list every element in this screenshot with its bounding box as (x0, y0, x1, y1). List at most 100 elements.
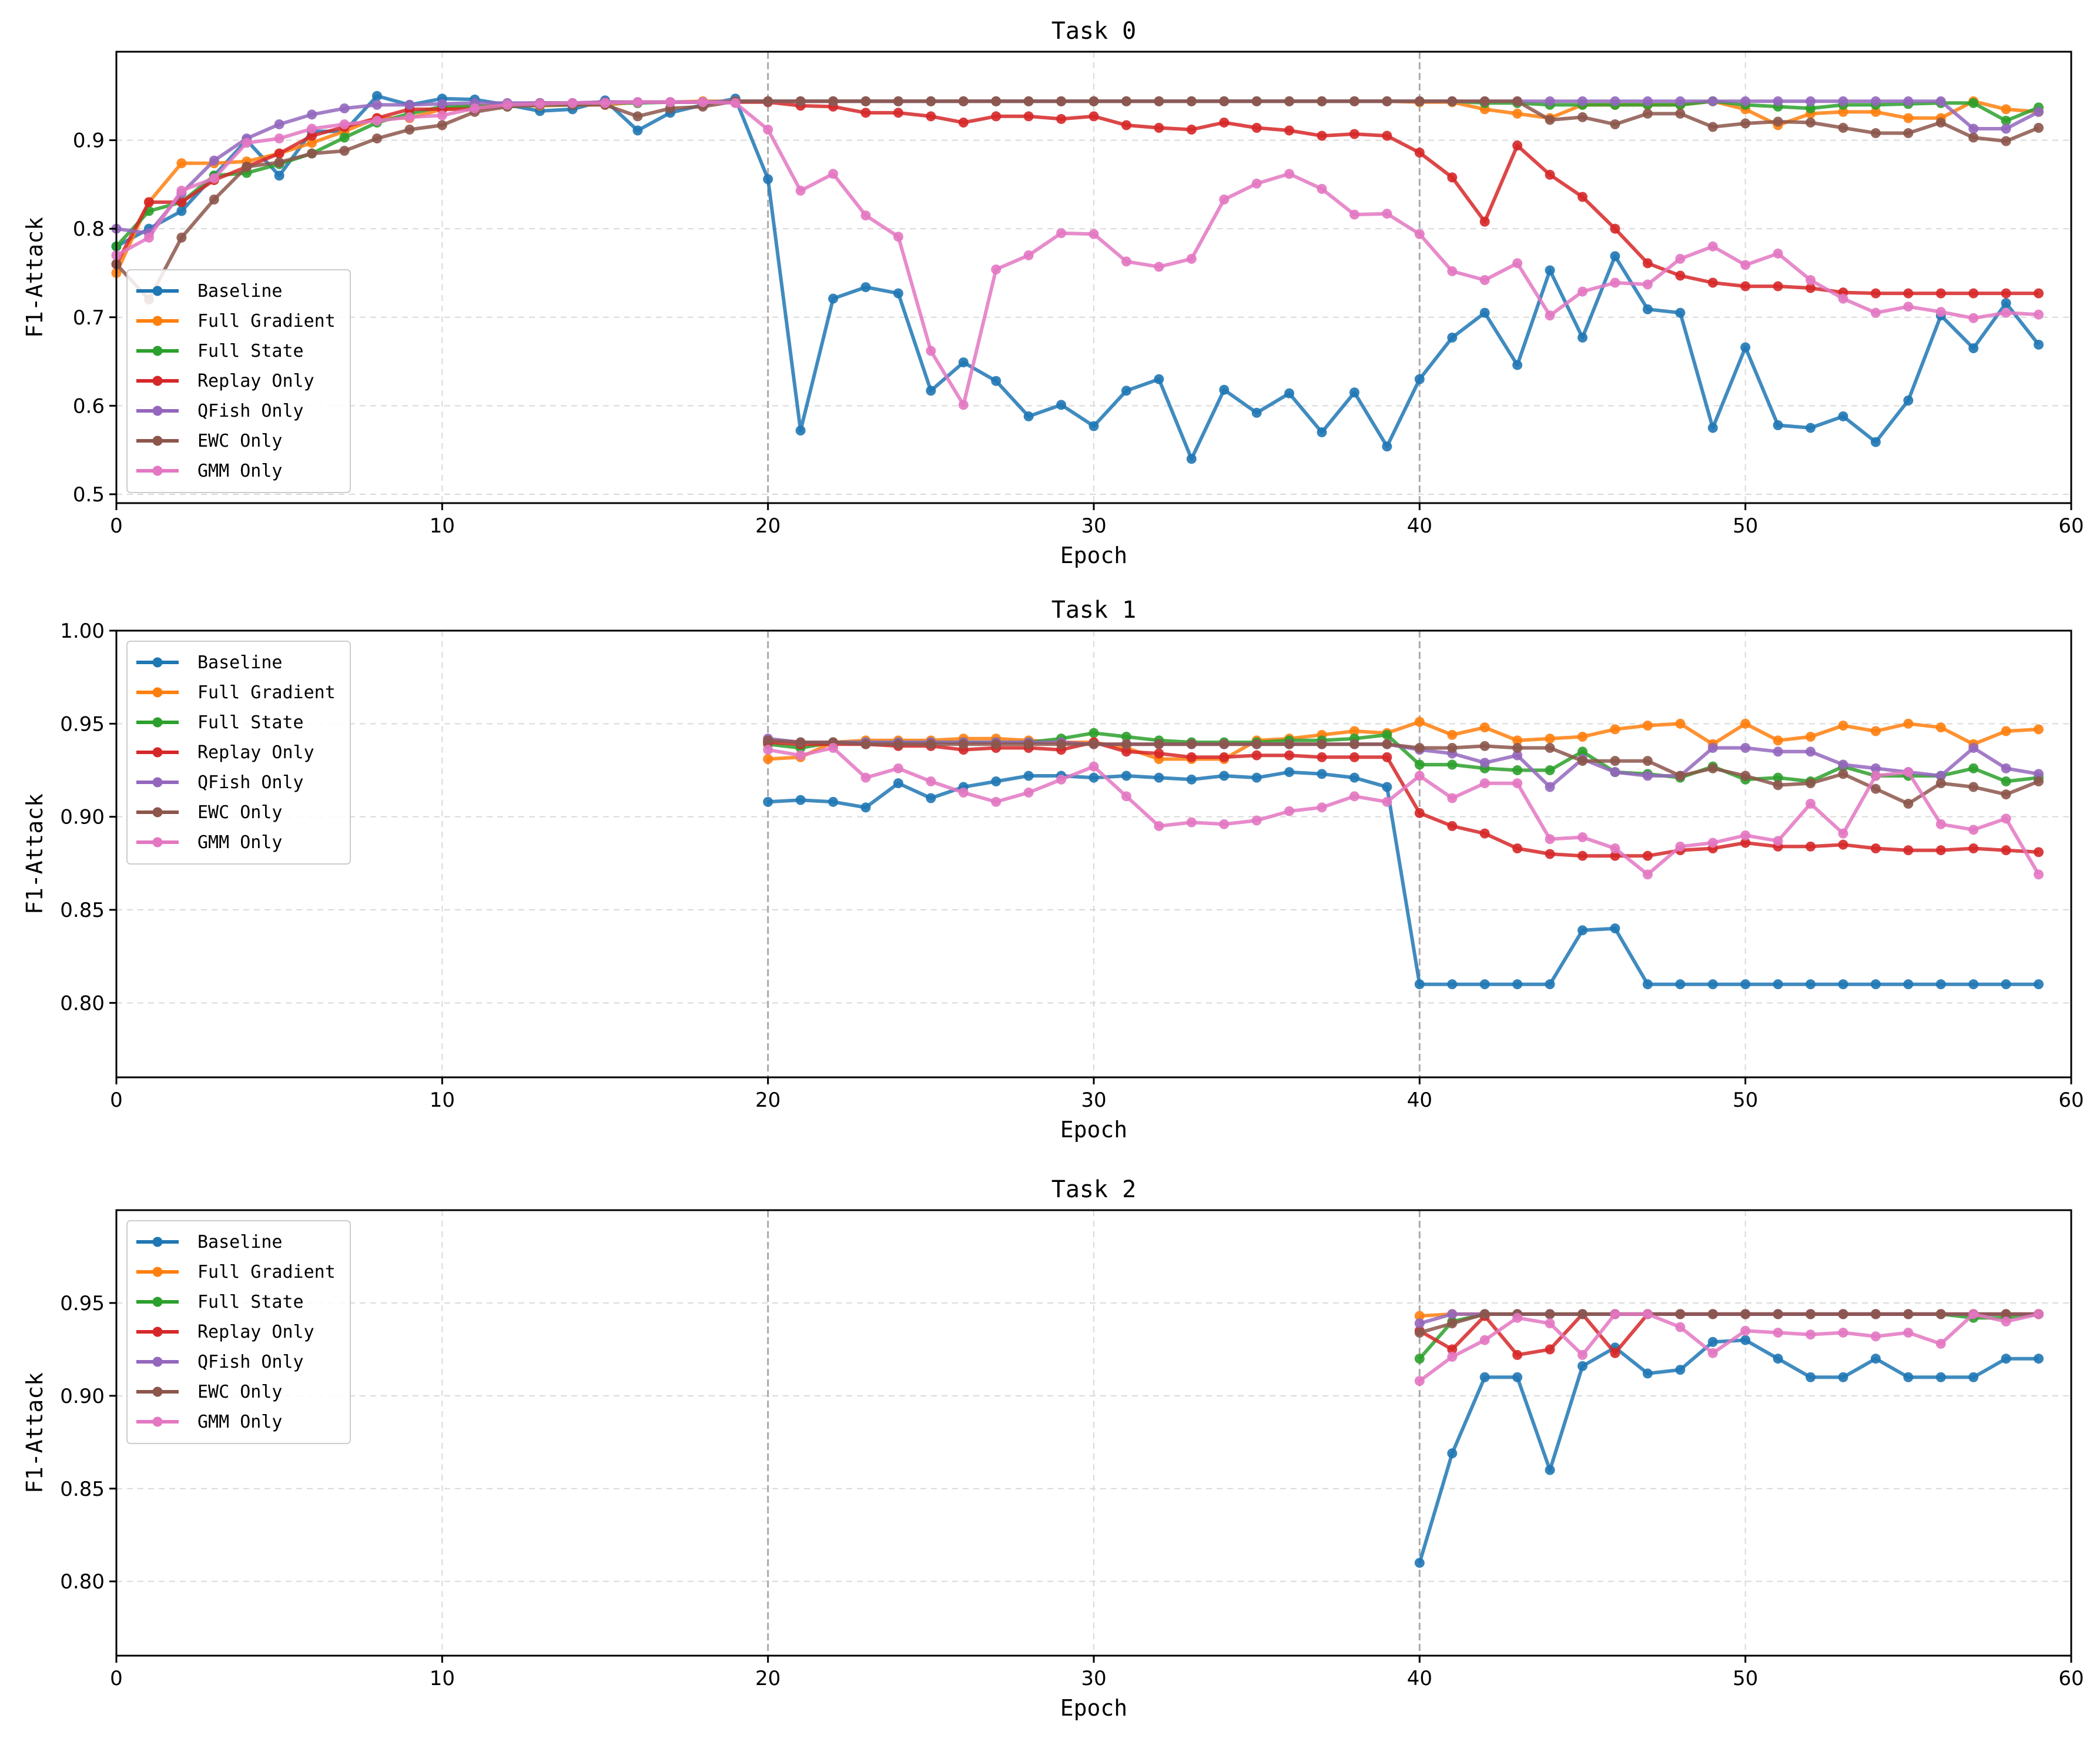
data-point (1512, 743, 1523, 753)
data-point (1023, 411, 1034, 421)
data-point (1806, 283, 1816, 293)
data-point (1088, 728, 1099, 738)
data-point (1447, 1318, 1458, 1329)
data-point (795, 750, 806, 761)
data-point (1414, 771, 1425, 781)
data-point (2034, 979, 2044, 990)
data-point (1870, 763, 1881, 773)
legend-swatch-marker (152, 1327, 163, 1337)
data-point (1806, 103, 1816, 113)
data-point (991, 739, 1002, 749)
data-point (1317, 427, 1327, 438)
data-point (1154, 739, 1164, 749)
legend-label: EWC Only (197, 431, 283, 451)
data-point (1479, 979, 1490, 990)
data-point (763, 745, 773, 755)
data-point (1707, 241, 1718, 252)
data-point (1414, 1558, 1425, 1568)
data-point (860, 772, 871, 783)
data-point (1773, 746, 1783, 757)
data-point (2034, 123, 2044, 133)
data-point (1251, 96, 1262, 106)
data-point (1284, 750, 1295, 761)
data-point (1186, 739, 1197, 749)
data-point (860, 96, 871, 106)
data-point (632, 125, 643, 136)
data-point (1382, 782, 1392, 792)
data-point (1577, 756, 1587, 766)
data-point (1154, 262, 1164, 272)
x-tick-label: 50 (1733, 1088, 1758, 1112)
data-point (1121, 96, 1131, 106)
data-point (1382, 796, 1392, 807)
data-point (991, 111, 1002, 122)
data-point (600, 98, 610, 108)
data-point (1935, 845, 1946, 856)
data-point (1447, 979, 1458, 990)
legend-label: GMM Only (197, 1412, 283, 1432)
legend-item-baseline: Baseline (136, 281, 283, 302)
data-point (1121, 120, 1131, 130)
legend-label: Full Gradient (197, 682, 336, 703)
data-point (1251, 772, 1262, 783)
data-point (698, 97, 708, 108)
data-point (1219, 771, 1230, 781)
legend-item-ewc-only: EWC Only (136, 431, 283, 451)
data-point (926, 96, 936, 106)
data-point (2001, 104, 2011, 115)
series-gmm-only (763, 743, 2044, 880)
series-line-replay-only (115, 100, 2039, 296)
data-point (795, 96, 806, 106)
data-point (991, 96, 1002, 106)
data-point (1512, 258, 1523, 269)
data-point (1838, 411, 1848, 421)
y-tick-label: 0.7 (73, 306, 105, 330)
legend-item-full-gradient: Full Gradient (136, 311, 336, 331)
data-point (1512, 778, 1523, 789)
legend-item-baseline: Baseline (136, 652, 283, 673)
y-tick-label: 0.95 (60, 1292, 105, 1315)
series-line-baseline (115, 94, 2040, 461)
data-point (2034, 1309, 2044, 1319)
data-point (1838, 979, 1848, 990)
data-point (1088, 772, 1099, 783)
legend-box (126, 1220, 351, 1444)
data-point (1740, 1309, 1751, 1319)
data-point (1512, 1312, 1523, 1323)
data-point (2034, 776, 2044, 786)
data-point (1806, 1329, 1816, 1340)
data-point (2001, 1309, 2011, 1319)
legend-label: QFish Only (197, 772, 304, 793)
series-gmm-only (111, 97, 2044, 410)
legend-swatch-marker (152, 1297, 163, 1307)
data-point (1806, 117, 1816, 128)
data-point (1675, 307, 1686, 318)
data-point (1675, 1322, 1686, 1332)
legend-label: Full State (197, 712, 304, 733)
data-point (274, 170, 284, 181)
data-point (1740, 830, 1751, 840)
legend-item-replay-only: Replay Only (136, 742, 314, 763)
data-point (470, 103, 480, 113)
data-point (1577, 1309, 1587, 1319)
data-point (2001, 1354, 2011, 1364)
data-point (1903, 113, 1914, 123)
data-point (1023, 111, 1034, 122)
data-point (2001, 288, 2011, 299)
data-point (339, 103, 350, 113)
legend-swatch-marker (152, 1267, 163, 1277)
data-point (1838, 293, 1848, 304)
data-point (1675, 841, 1686, 852)
data-point (1675, 718, 1686, 729)
legend-label: Baseline (197, 281, 283, 302)
data-point (1903, 395, 1914, 406)
data-point (502, 99, 513, 110)
data-point (1870, 1309, 1881, 1319)
series-line-ewc-only (768, 738, 2039, 806)
data-point (828, 96, 839, 106)
data-point (1023, 771, 1034, 781)
data-point (1806, 799, 1816, 809)
data-point (1479, 216, 1490, 227)
data-point (1512, 1372, 1523, 1382)
data-point (1838, 1372, 1848, 1382)
